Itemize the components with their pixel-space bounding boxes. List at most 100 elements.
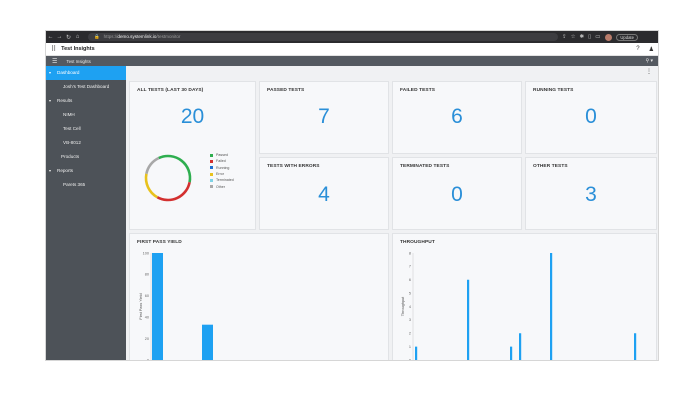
bar[interactable] — [550, 253, 553, 360]
url-path: /testmonitor — [156, 34, 181, 39]
browser-chrome: ← → ↻ ⌂ 🔒 https:// demo.systemlink.io /t… — [46, 31, 658, 43]
bar[interactable] — [467, 279, 470, 360]
bar[interactable] — [152, 253, 163, 360]
donut-slice-error[interactable] — [144, 173, 159, 199]
user-icon[interactable]: ♟ — [648, 46, 654, 53]
legend-label: Passed — [216, 153, 228, 158]
home-icon[interactable]: ⌂ — [75, 34, 80, 40]
tests-with-errors-card[interactable]: TESTS WITH ERRORS 4 — [259, 157, 389, 230]
y-tick-label: 6 — [409, 278, 411, 282]
card-value: 0 — [451, 183, 463, 206]
update-button[interactable]: Update — [616, 33, 638, 41]
y-axis-label: First Pass Yield — [139, 293, 143, 319]
y-tick-label: 4 — [409, 305, 411, 309]
sidebar-item-label: Dashboard — [57, 70, 80, 75]
donut-slice-failed[interactable] — [156, 181, 191, 202]
other-tests-card[interactable]: OTHER TESTS 3 — [525, 157, 657, 230]
legend-label: Error — [216, 172, 224, 177]
sidebar-item-dashboard[interactable]: ▾ Dashboard — [46, 66, 126, 80]
back-icon[interactable]: ← — [47, 34, 54, 40]
all-tests-card: ALL TESTS (LAST 30 DAYS) 20 Passed Failed… — [129, 81, 256, 230]
sidebar-item-vb-8012[interactable]: VB-8012 — [46, 136, 126, 150]
url-scheme: https:// — [103, 34, 118, 39]
first-pass-yield-chart: 100 80 60 40 20 0 First Pass Yield — [139, 251, 213, 360]
chevron-down-icon: ▾ — [49, 70, 52, 75]
card-title: RUNNING TESTS — [533, 88, 574, 93]
chevron-down-icon: ▾ — [49, 98, 52, 103]
passed-tests-card[interactable]: PASSED TESTS 7 — [259, 81, 389, 154]
y-tick-label: 3 — [409, 318, 411, 322]
sidebar-item-reports[interactable]: ▾ Reports — [46, 164, 126, 178]
help-icon[interactable]: ? — [636, 45, 640, 52]
bar[interactable] — [634, 333, 637, 360]
toolbar-title: Test Insights — [66, 58, 91, 64]
forward-icon[interactable]: → — [56, 34, 63, 40]
legend-swatch — [210, 159, 213, 163]
sidebar-item-joshs-test-dashboard[interactable]: Josh's Test Dashboard — [46, 80, 126, 94]
card-value: 4 — [318, 183, 330, 206]
donut-slice-other[interactable] — [145, 156, 160, 175]
sidebar: ▾ Dashboard Josh's Test Dashboard ▾ Resu… — [46, 66, 126, 360]
status-legend: Passed Failed Running Error Terminated Other — [210, 152, 234, 190]
status-donut-chart — [144, 154, 192, 202]
puzzle-icon[interactable]: ✱ — [579, 34, 585, 40]
sidebar-item-products[interactable]: Products — [46, 150, 126, 164]
legend-swatch — [210, 153, 213, 157]
card-title: TESTS WITH ERRORS — [267, 164, 320, 169]
profile-avatar[interactable] — [605, 33, 613, 41]
y-tick-label: 5 — [409, 291, 411, 295]
donut-slice-passed[interactable] — [158, 154, 192, 183]
sidebar-item-label: NIMH — [63, 112, 75, 117]
sidebar-item-nimh[interactable]: NIMH — [46, 108, 126, 122]
share-icon[interactable]: ⇪ — [562, 34, 567, 40]
y-tick-label: 7 — [409, 265, 411, 269]
star-icon[interactable]: ☆ — [570, 34, 576, 40]
y-tick-label: 8 — [409, 251, 411, 255]
sidebar-icon[interactable]: ▯ — [588, 34, 592, 40]
card-title: ALL TESTS (LAST 30 DAYS) — [137, 88, 204, 93]
bar[interactable] — [202, 324, 213, 360]
terminated-tests-card[interactable]: TERMINATED TESTS 0 — [392, 157, 522, 230]
sidebar-item-label: Results — [57, 98, 73, 103]
card-value: 6 — [451, 105, 463, 128]
bar[interactable] — [510, 346, 513, 360]
y-tick-label: 80 — [145, 273, 149, 277]
legend-label: Failed — [216, 159, 226, 164]
y-tick-label: 40 — [145, 316, 149, 320]
legend-item: Error — [210, 171, 234, 177]
more-options-icon[interactable]: ⋮ — [646, 69, 652, 75]
hamburger-menu-icon[interactable]: ☰ — [52, 58, 58, 65]
legend-item: Failed — [210, 158, 234, 164]
reload-icon[interactable]: ↻ — [65, 34, 72, 41]
sidebar-item-parets-365[interactable]: Parets 365 — [46, 178, 126, 192]
legend-swatch — [210, 172, 213, 176]
y-tick-label: 60 — [145, 294, 149, 298]
y-tick-label: 1 — [409, 345, 411, 349]
app-launcher-icon[interactable]: ⠿ — [51, 46, 57, 53]
sidebar-item-label: VB-8012 — [63, 140, 81, 145]
chart-title: FIRST PASS YIELD — [137, 240, 182, 245]
bookmark-icon[interactable]: ▭ — [595, 34, 601, 40]
card-value: 3 — [585, 183, 597, 206]
legend-swatch — [210, 166, 213, 170]
legend-label: Other — [216, 184, 225, 189]
legend-item: Running — [210, 165, 234, 171]
sidebar-item-results[interactable]: ▾ Results — [46, 94, 126, 108]
y-tick-label: 100 — [143, 251, 149, 255]
failed-tests-card[interactable]: FAILED TESTS 6 — [392, 81, 522, 154]
legend-item: Terminated — [210, 177, 234, 183]
running-tests-card[interactable]: RUNNING TESTS 0 — [525, 81, 657, 154]
card-title: PASSED TESTS — [267, 88, 305, 93]
app-frame: ← → ↻ ⌂ 🔒 https:// demo.systemlink.io /t… — [45, 30, 659, 361]
card-value: 0 — [585, 105, 597, 128]
bar[interactable] — [519, 333, 522, 360]
sidebar-item-label: Test Cell — [63, 126, 81, 131]
sidebar-item-test-cell[interactable]: Test Cell — [46, 122, 126, 136]
card-title: FAILED TESTS — [400, 88, 436, 93]
filter-icon[interactable]: ⚲ ▾ — [645, 58, 653, 64]
bar[interactable] — [415, 346, 418, 360]
address-bar[interactable]: 🔒 https:// demo.systemlink.io /testmonit… — [88, 33, 558, 41]
card-value: 20 — [180, 105, 205, 128]
y-tick-label: 0 — [409, 358, 411, 361]
toolbar: ☰ Test Insights ⚲ ▾ — [46, 56, 658, 66]
